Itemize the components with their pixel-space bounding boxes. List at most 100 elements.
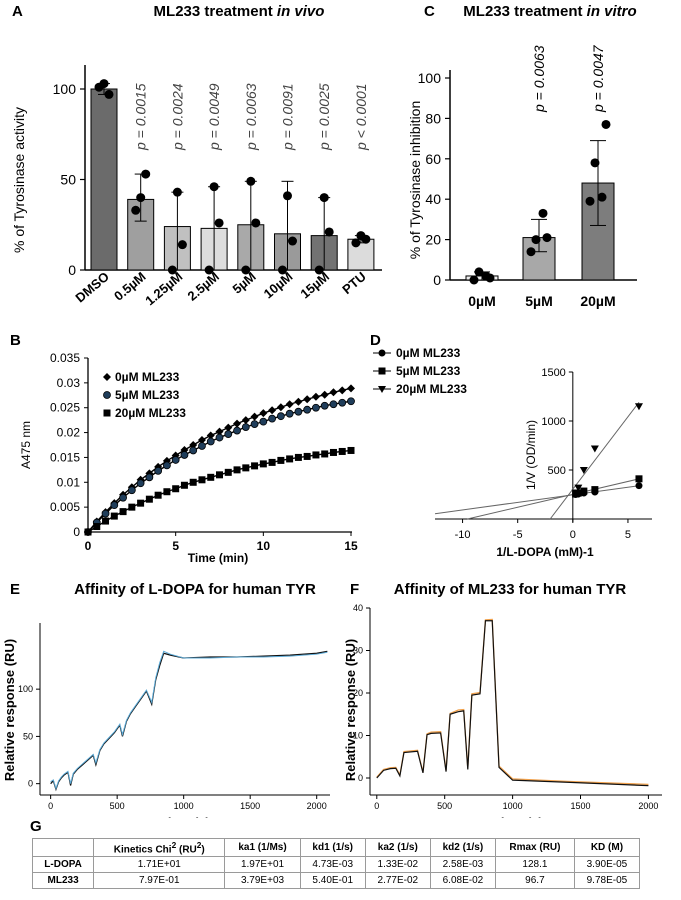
data-point (251, 462, 259, 470)
data-point (119, 493, 127, 502)
data-point (233, 426, 241, 435)
data-point (145, 495, 153, 503)
x-tick-label: 5µM (230, 269, 259, 297)
y-tick-label: 0 (73, 525, 80, 539)
data-point (526, 247, 536, 257)
y-tick-label: 0 (68, 262, 76, 278)
y-axis-label: Relative response (RU) (2, 639, 17, 781)
data-point (538, 208, 548, 218)
data-point (171, 456, 180, 464)
y-tick-label: 0.035 (50, 351, 80, 365)
data-point (137, 499, 145, 507)
table-header-row: Kinetics Chi2 (RU2) ka1 (1/Ms) kd1 (1/s)… (31, 837, 641, 858)
y-tick-label: 0.025 (50, 401, 80, 415)
legend-marker (378, 386, 386, 393)
data-point (574, 489, 582, 497)
data-point (233, 419, 242, 428)
panel-letter-g: G (30, 818, 42, 835)
x-tick-label: 0 (48, 801, 53, 811)
data-point (542, 233, 552, 243)
fit-line (467, 478, 640, 520)
legend-label: 20µM ML233 (115, 406, 186, 420)
data-point (189, 446, 198, 455)
bar (90, 88, 118, 271)
panel-f-title: Affinity of ML233 for human TYR (394, 581, 627, 598)
data-point (224, 468, 232, 476)
p-value-label: p = 0.0025 (316, 83, 332, 151)
data-point (277, 456, 285, 464)
data-point (347, 397, 355, 406)
x-tick-label: 1000 (174, 801, 194, 811)
x-tick-label: 2000 (638, 801, 658, 811)
data-point (324, 227, 334, 237)
table-cell: 4.73E-03 (299, 856, 366, 874)
x-axis-label: 1/L-DOPA (mM)-1 (496, 545, 594, 559)
kinetics-table: Kinetics Chi2 (RU2) ka1 (1/Ms) kd1 (1/s)… (31, 837, 641, 890)
data-point (251, 218, 261, 228)
table-header-cell: kd2 (1/s) (429, 837, 496, 858)
data-point (329, 388, 338, 397)
data-point (127, 486, 136, 495)
data-point (321, 450, 329, 458)
data-point (259, 409, 268, 418)
y-tick-label: 80 (425, 110, 441, 126)
data-point (312, 451, 320, 459)
data-point (119, 508, 127, 516)
data-point (294, 453, 302, 461)
data-point (590, 445, 599, 453)
y-tick-label: 100 (18, 684, 33, 694)
data-point (268, 406, 277, 415)
data-point (635, 475, 643, 483)
legend-label: 0µM ML233 (115, 370, 180, 384)
data-point (216, 471, 223, 479)
p-value-label: p = 0.0049 (206, 83, 222, 151)
data-point (250, 412, 259, 421)
data-point (286, 455, 294, 463)
data-point (314, 265, 324, 275)
x-tick-label: 2000 (307, 801, 327, 811)
data-point (303, 405, 312, 414)
panel-c-title: ML233 treatment in vitro (463, 3, 636, 20)
panel-letter-b: B (10, 332, 21, 349)
y-tick-label: 20 (425, 232, 441, 248)
data-point (338, 386, 347, 395)
panel-letter-f: F (350, 581, 359, 598)
table-row: ML233 7.97E-01 3.79E+03 5.40E-01 2.77E-0… (31, 872, 641, 890)
panel-e-title: Affinity of L-DOPA for human TYR (74, 581, 316, 598)
y-tick-label: 0.03 (57, 376, 81, 390)
legend-marker (103, 391, 111, 399)
data-point (233, 466, 241, 474)
legend-marker (378, 367, 386, 375)
data-point (136, 479, 145, 488)
data-point (285, 409, 294, 418)
y-axis-label: % of Tyrosinase activity (11, 107, 27, 253)
table-cell: 96.7 (494, 872, 575, 890)
y-tick-label: 50 (60, 172, 76, 188)
data-point (574, 484, 583, 492)
series-line (87, 400, 352, 533)
table-header-cell: ka1 (1/Ms) (224, 837, 301, 858)
data-point (163, 488, 171, 496)
x-tick-label: 0 (85, 539, 92, 553)
data-point (204, 265, 214, 275)
y-tick-label: 100 (418, 70, 442, 86)
x-tick-label: 5µM (525, 293, 553, 309)
data-point (128, 503, 136, 511)
data-point (241, 416, 250, 425)
y-tick-label: 0 (28, 779, 33, 789)
y-tick-label: 0 (358, 773, 363, 783)
data-point (241, 423, 250, 432)
sensorgram-line (376, 620, 649, 787)
data-point (154, 466, 163, 475)
y-tick-label: 60 (425, 151, 441, 167)
y-tick-label: 0.005 (50, 500, 80, 514)
data-point (131, 205, 141, 215)
table-cell: 2.58E-03 (429, 856, 496, 874)
table-cell: 1.33E-02 (364, 856, 431, 874)
table-header-cell (31, 837, 95, 858)
data-point (93, 523, 101, 531)
data-point (189, 441, 198, 449)
sensorgram-line (50, 650, 328, 790)
legend-label: 5µM ML233 (396, 364, 461, 378)
x-tick-label: 500 (437, 801, 452, 811)
